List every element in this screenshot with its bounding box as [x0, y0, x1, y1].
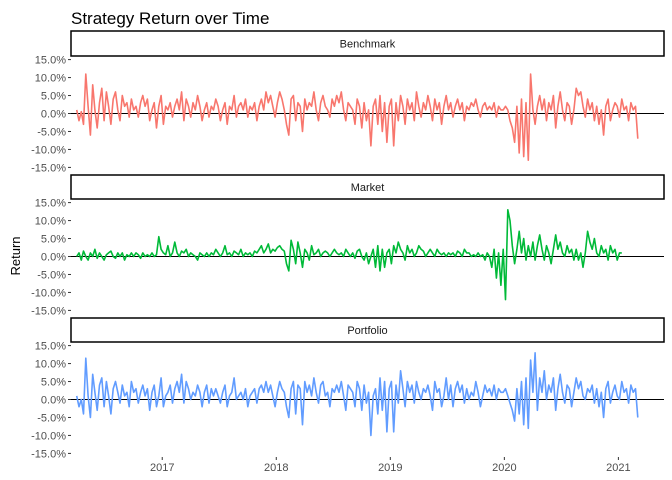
y-tick-label: 0.0% — [41, 109, 66, 121]
panel-market: Market -15.0% -10.0% -5.0% 0.0% 5.0% 10.0% 15.0… — [31, 174, 665, 317]
y-tick-label: 10.0% — [35, 216, 66, 228]
facet-panels: Benchmark -15.0% -10.0% -5.0% 0.0% 5.0% 10.0% 1… — [31, 30, 665, 460]
panel-benchmark: Benchmark -15.0% -10.0% -5.0% 0.0% 5.0% 10.0% 1… — [31, 30, 665, 174]
y-tick-label: 10.0% — [35, 73, 66, 85]
facet-strip-label: Benchmark — [340, 39, 396, 51]
y-tick-label: -15.0% — [31, 162, 66, 174]
y-tick-label: -10.0% — [31, 287, 66, 299]
facet-strip — [70, 30, 665, 57]
y-tick-label: -5.0% — [37, 269, 66, 281]
y-tick-label: -5.0% — [37, 412, 66, 424]
x-tick-label: 2019 — [378, 462, 402, 474]
y-tick-label: 0.0% — [41, 395, 66, 407]
series-line-market — [76, 209, 622, 301]
facet-strip-label: Market — [351, 182, 385, 194]
series-line-portfolio — [75, 351, 639, 437]
y-tick-label: 15.0% — [35, 55, 66, 67]
y-tick-label: 10.0% — [35, 359, 66, 371]
x-tick-label: 2017 — [150, 462, 174, 474]
y-tick-label: 15.0% — [35, 198, 66, 210]
y-tick-label: -15.0% — [31, 305, 66, 317]
y-axis-label: Return — [8, 236, 23, 275]
x-tick-label: 2021 — [606, 462, 630, 474]
x-axis: 2017 2018 2019 2020 2021 — [150, 457, 631, 474]
y-tick-label: 5.0% — [41, 91, 66, 103]
y-tick-label: 15.0% — [35, 341, 66, 353]
y-tick-label: 5.0% — [41, 234, 66, 246]
y-tick-label: 5.0% — [41, 377, 66, 389]
facet-strip — [70, 174, 665, 200]
panel-portfolio: Portfolio -15.0% -10.0% -5.0% 0.0% 5.0% 10.0% 1… — [31, 317, 665, 460]
y-tick-label: -10.0% — [31, 430, 66, 442]
chart-title: Strategy Return over Time — [71, 9, 269, 28]
y-tick-label: -10.0% — [31, 144, 66, 156]
facet-strip — [70, 317, 665, 343]
y-tick-label: -5.0% — [37, 126, 66, 138]
facet-strip-label: Portfolio — [347, 325, 387, 337]
y-tick-label: 0.0% — [41, 252, 66, 264]
series-line-benchmark — [75, 73, 639, 161]
x-tick-label: 2018 — [264, 462, 288, 474]
x-tick-label: 2020 — [492, 462, 516, 474]
y-tick-label: -15.0% — [31, 448, 66, 460]
